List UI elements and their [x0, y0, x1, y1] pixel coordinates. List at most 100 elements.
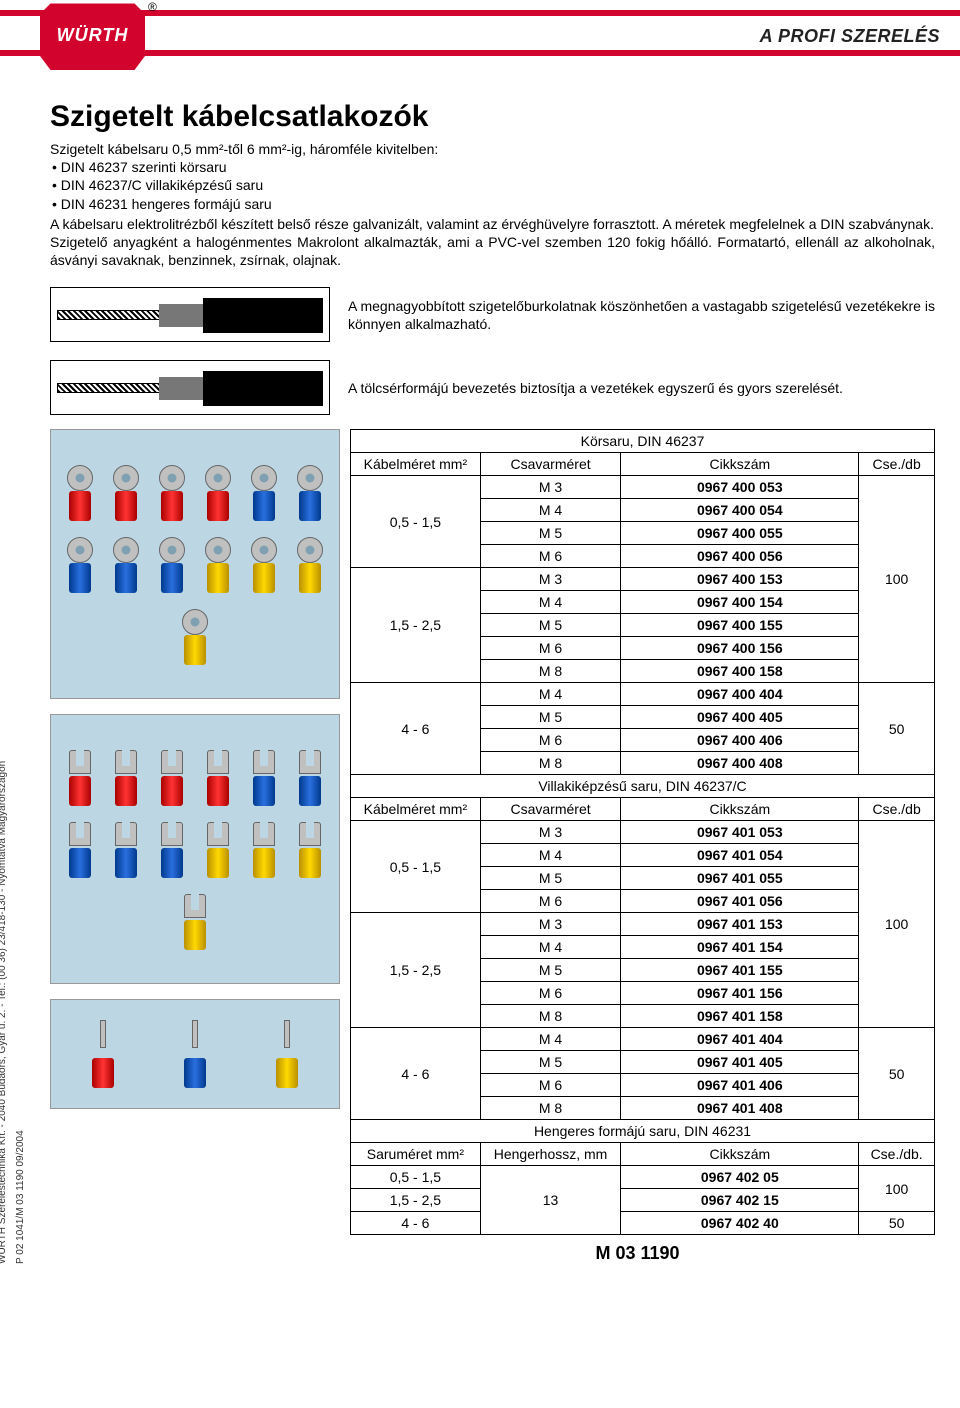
cell-article-number: 0967 400 155	[621, 614, 859, 637]
cell-article-number: 0967 401 158	[621, 1005, 859, 1028]
col-header: Cse./db	[859, 798, 935, 821]
registered-mark: ®	[148, 0, 157, 14]
cell-article-number: 0967 401 156	[621, 982, 859, 1005]
col-header: Saruméret mm²	[351, 1143, 481, 1166]
cell-screw-size: M 4	[480, 1028, 621, 1051]
col-header: Cikkszám	[621, 798, 859, 821]
intro-block: Szigetelt kábelsaru 0,5 mm²-től 6 mm²-ig…	[50, 140, 935, 269]
cell-screw-size: M 4	[480, 936, 621, 959]
cell-screw-size: M 6	[480, 890, 621, 913]
cell-article-number: 0967 400 404	[621, 683, 859, 706]
table-row: 4 - 6 0967 402 4050	[351, 1212, 935, 1235]
cell-article-number: 0967 401 153	[621, 913, 859, 936]
cell-article-number: 0967 400 405	[621, 706, 859, 729]
cell-article-number: 0967 402 40	[621, 1212, 859, 1235]
cell-article-number: 0967 401 055	[621, 867, 859, 890]
table-row: 4 - 6M 40967 400 40450	[351, 683, 935, 706]
col-header: Cse./db	[859, 453, 935, 476]
cell-article-number: 0967 400 408	[621, 752, 859, 775]
page-title: Szigetelt kábelcsatlakozók	[50, 100, 935, 134]
cell-article-number: 0967 400 406	[621, 729, 859, 752]
cell-article-number: 0967 401 404	[621, 1028, 859, 1051]
cell-qty: 50	[859, 1212, 935, 1235]
cell-article-number: 0967 401 053	[621, 821, 859, 844]
cell-article-number: 0967 400 056	[621, 545, 859, 568]
diagram-caption-2: A tölcsérformájú bevezetés biztosítja a …	[348, 379, 843, 397]
cell-article-number: 0967 400 154	[621, 591, 859, 614]
table-row: 1,5 - 2,5M 30967 401 153	[351, 913, 935, 936]
bullet-item: DIN 46231 hengeres formájú saru	[52, 195, 935, 213]
photo-fork-lugs	[50, 714, 340, 984]
brand-logo-text: WÜRTH	[57, 25, 129, 46]
cell-screw-size: M 3	[480, 568, 621, 591]
cell-screw-size: M 4	[480, 844, 621, 867]
cell-article-number: 0967 401 406	[621, 1074, 859, 1097]
table-row: 0,5 - 1,5M 30967 401 053100	[351, 821, 935, 844]
col-header: Hengerhossz, mm	[480, 1143, 621, 1166]
col-header: Cse./db.	[859, 1143, 935, 1166]
cell-screw-size: M 5	[480, 959, 621, 982]
diagram-row-2: A tölcsérformájú bevezetés biztosítja a …	[50, 360, 935, 415]
cell-article-number: 0967 401 056	[621, 890, 859, 913]
bullet-list: DIN 46237 szerinti körsaru DIN 46237/C v…	[50, 158, 935, 213]
table-row: 1,5 - 2,5M 30967 400 153	[351, 568, 935, 591]
page-content: Szigetelt kábelcsatlakozók Szigetelt káb…	[0, 70, 960, 1274]
cell-cylinder-length: 13	[480, 1166, 621, 1235]
cell-screw-size: M 8	[480, 752, 621, 775]
subtitle: Szigetelt kábelsaru 0,5 mm²-től 6 mm²-ig…	[50, 141, 438, 157]
cell-article-number: 0967 400 054	[621, 499, 859, 522]
connector-diagram	[50, 360, 330, 415]
cell-screw-size: M 6	[480, 545, 621, 568]
cell-screw-size: M 5	[480, 1051, 621, 1074]
product-photos	[50, 429, 340, 1235]
cell-article-number: 0967 401 405	[621, 1051, 859, 1074]
bullet-item: DIN 46237 szerinti körsaru	[52, 158, 935, 176]
bullet-item: DIN 46237/C villakiképzésű saru	[52, 176, 935, 194]
diagram-caption-1: A megnagyobbított szigetelőburkolatnak k…	[348, 297, 935, 333]
cell-screw-size: M 4	[480, 499, 621, 522]
cell-screw-size: M 5	[480, 706, 621, 729]
intro-para-1: A kábelsaru elektrolitrézből készített b…	[50, 215, 935, 233]
cell-screw-size: M 4	[480, 591, 621, 614]
cell-article-number: 0967 400 153	[621, 568, 859, 591]
cell-article-number: 0967 401 408	[621, 1097, 859, 1120]
cell-article-number: 0967 400 053	[621, 476, 859, 499]
cell-screw-size: M 3	[480, 821, 621, 844]
cell-screw-size: M 8	[480, 660, 621, 683]
cell-article-number: 0967 400 055	[621, 522, 859, 545]
col-header: Csavarméret	[480, 453, 621, 476]
table-row: 4 - 6M 40967 401 40450	[351, 1028, 935, 1051]
table-row: 1,5 - 2,5 0967 402 15	[351, 1189, 935, 1212]
cell-article-number: 0967 401 154	[621, 936, 859, 959]
connector-diagram	[50, 287, 330, 342]
photo-pin-lugs	[50, 999, 340, 1109]
cell-lug-size: 0,5 - 1,5	[351, 1166, 481, 1189]
col-header: Csavarméret	[480, 798, 621, 821]
cell-article-number: 0967 400 156	[621, 637, 859, 660]
cell-cable-size: 4 - 6	[351, 683, 481, 775]
table-row: 0,5 - 1,5130967 402 05100	[351, 1166, 935, 1189]
brand-logo: WÜRTH	[40, 0, 145, 70]
cell-screw-size: M 8	[480, 1097, 621, 1120]
data-table: Körsaru, DIN 46237 Kábelméret mm² Csavar…	[350, 429, 935, 1235]
cell-article-number: 0967 402 05	[621, 1166, 859, 1189]
cell-screw-size: M 3	[480, 913, 621, 936]
cell-qty: 100	[859, 821, 935, 1028]
cell-screw-size: M 6	[480, 982, 621, 1005]
cell-article-number: 0967 400 158	[621, 660, 859, 683]
col-header: Kábelméret mm²	[351, 798, 481, 821]
table-section-title: Villakiképzésű saru, DIN 46237/C	[351, 775, 935, 798]
cell-qty: 50	[859, 683, 935, 775]
cell-cable-size: 4 - 6	[351, 1028, 481, 1120]
cell-lug-size: 4 - 6	[351, 1212, 481, 1235]
cell-screw-size: M 5	[480, 522, 621, 545]
cell-article-number: 0967 401 155	[621, 959, 859, 982]
page-header: WÜRTH ® A PROFI SZERELÉS	[0, 0, 960, 70]
cell-article-number: 0967 401 054	[621, 844, 859, 867]
cell-article-number: 0967 402 15	[621, 1189, 859, 1212]
cell-lug-size: 1,5 - 2,5	[351, 1189, 481, 1212]
cell-cable-size: 1,5 - 2,5	[351, 913, 481, 1028]
cell-screw-size: M 6	[480, 729, 621, 752]
cell-cable-size: 0,5 - 1,5	[351, 476, 481, 568]
tables-area: Körsaru, DIN 46237 Kábelméret mm² Csavar…	[350, 429, 935, 1235]
